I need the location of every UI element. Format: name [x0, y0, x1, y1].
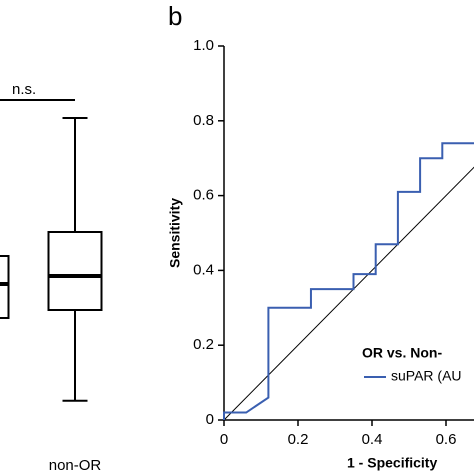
panel-label: b	[168, 1, 182, 31]
box	[0, 255, 10, 319]
x-axis-title: 1 - Specificity	[347, 455, 437, 471]
y-tick-label: 0.4	[193, 261, 214, 278]
y-tick-label: 0	[206, 411, 214, 428]
legend-label: suPAR (AU	[391, 368, 462, 384]
x-tick-label: 0.6	[436, 431, 457, 448]
x-tick-label: non-OR	[49, 457, 102, 474]
legend-title: OR vs. Non-	[362, 345, 442, 361]
y-tick-label: 0.2	[193, 336, 214, 353]
x-tick-label: 0.4	[362, 431, 383, 448]
y-tick-label: 1.0	[193, 37, 214, 54]
box	[47, 231, 103, 311]
y-tick-label: 0.8	[193, 112, 214, 129]
y-tick-label: 0.6	[193, 187, 214, 204]
y-axis-title: Sensitivity	[167, 198, 183, 268]
x-tick-label: 0	[220, 431, 228, 448]
x-tick-label: 0.2	[288, 431, 309, 448]
reference-diagonal	[223, 166, 474, 421]
significance-label: n.s.	[12, 81, 36, 98]
roc-curve	[223, 142, 474, 420]
